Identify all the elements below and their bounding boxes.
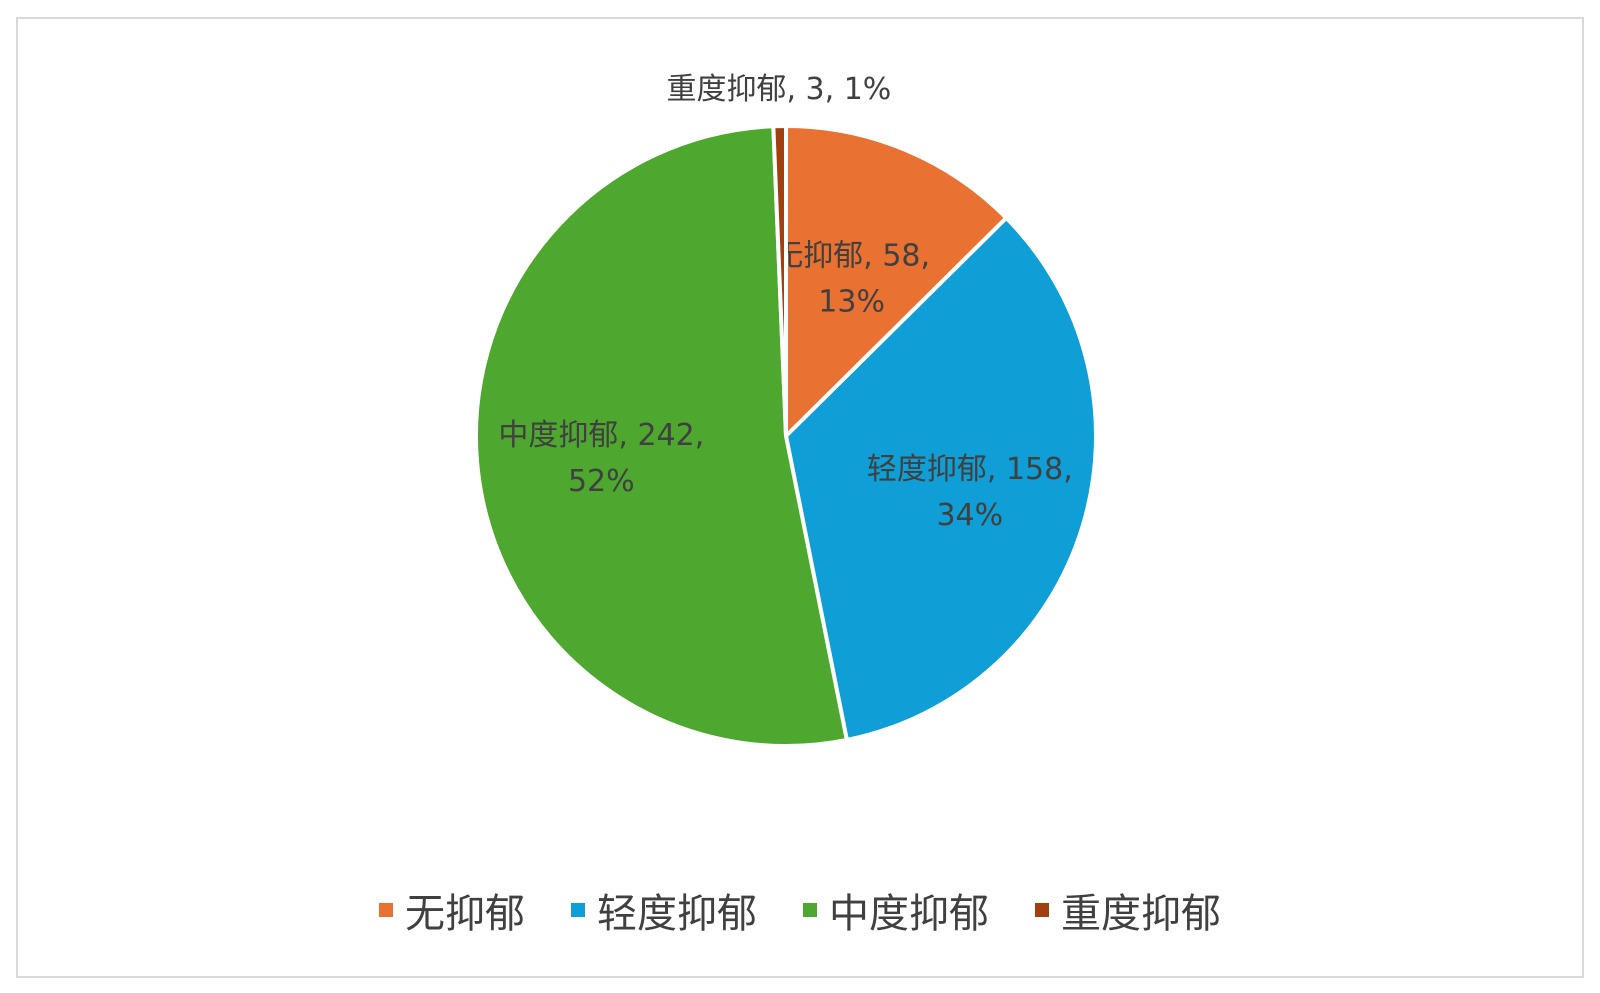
data-label-line: 34% <box>936 498 1003 533</box>
data-label-none: 无抑郁, 58, 13% <box>773 239 930 320</box>
legend-swatch-moderate <box>803 903 817 917</box>
pie-slice-none <box>784 124 1009 438</box>
legend-swatch-severe <box>1035 903 1049 917</box>
legend-item-moderate: 中度抑郁 <box>803 881 989 939</box>
pie-slice-moderate <box>474 124 849 748</box>
legend: 无抑郁 轻度抑郁 中度抑郁 重度抑郁 <box>0 880 1600 940</box>
legend-item-none: 无抑郁 <box>379 881 525 939</box>
legend-label-none: 无抑郁 <box>405 891 525 937</box>
legend-label-severe: 重度抑郁 <box>1061 891 1221 937</box>
data-label-line: 重度抑郁, 3, 1% <box>666 72 891 107</box>
legend-label-moderate: 中度抑郁 <box>829 891 989 937</box>
data-label-mild: 轻度抑郁, 158, 34% <box>867 452 1073 533</box>
legend-item-severe: 重度抑郁 <box>1035 881 1221 939</box>
data-label-severe: 重度抑郁, 3, 1% <box>666 72 891 107</box>
data-label-line: 无抑郁, 58, <box>773 239 930 274</box>
data-label-line: 13% <box>818 285 885 320</box>
pie-slice-mild <box>784 215 1098 742</box>
data-label-line: 中度抑郁, 242, <box>498 418 704 453</box>
pie-slice-severe <box>771 124 788 438</box>
legend-label-mild: 轻度抑郁 <box>597 891 757 937</box>
legend-item-mild: 轻度抑郁 <box>571 881 757 939</box>
data-label-moderate: 中度抑郁, 242, 52% <box>498 418 704 499</box>
data-label-line: 轻度抑郁, 158, <box>867 452 1073 487</box>
data-label-line: 52% <box>568 464 635 499</box>
legend-swatch-mild <box>571 903 585 917</box>
legend-swatch-none <box>379 903 393 917</box>
